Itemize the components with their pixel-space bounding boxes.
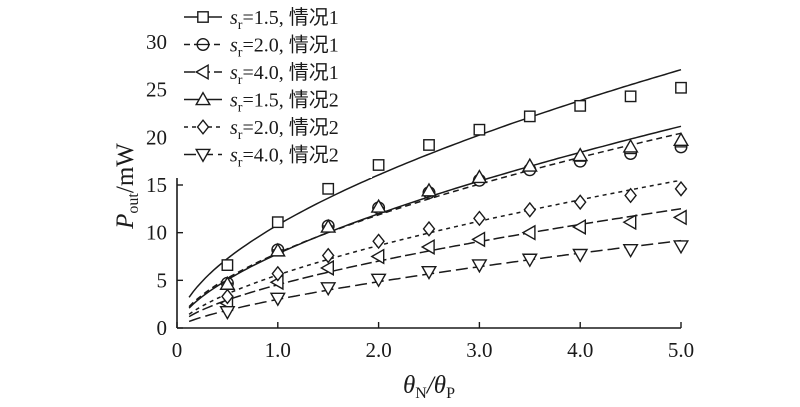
data-point [322, 182, 335, 195]
data-point [370, 248, 385, 265]
data-point [422, 220, 436, 237]
legend-entry-4: sr=1.5, 情况2 [184, 89, 339, 116]
legend-entry-5: sr=2.0, 情况2 [184, 116, 339, 143]
series-layer [188, 68, 690, 323]
ticks: 0 1.0 2.0 3.0 4.0 5.0 0 5 10 15 20 25 30 [146, 30, 694, 362]
series-1 [188, 68, 687, 298]
data-point [471, 259, 488, 274]
series-4 [188, 125, 690, 309]
data-point [624, 90, 637, 103]
data-point [221, 288, 234, 305]
series-line [188, 179, 682, 315]
data-point [471, 231, 486, 248]
data-point [420, 182, 438, 197]
data-point [473, 123, 486, 136]
data-point [372, 159, 385, 171]
series-3 [188, 208, 687, 318]
legend-label: sr=1.5, 情况2 [230, 89, 339, 116]
x-tick-label: 0 [172, 338, 183, 362]
data-point [672, 131, 690, 146]
data-point [320, 218, 337, 233]
x-tick-label: 1.0 [265, 338, 291, 362]
data-point [269, 242, 286, 257]
series-6 [188, 239, 690, 323]
data-point [471, 169, 488, 184]
legend-label: sr=1.5, 情况1 [230, 6, 339, 33]
data-point [370, 198, 387, 213]
x-tick-label: 3.0 [466, 338, 492, 362]
series-line [188, 239, 682, 323]
data-point [521, 253, 538, 268]
x-tick-label: 4.0 [567, 338, 593, 362]
y-axis-title: Pout/mW [112, 143, 142, 230]
data-point [571, 218, 586, 235]
legend-label: sr=4.0, 情况1 [230, 61, 339, 88]
data-point [521, 224, 536, 241]
y-tick-label: 30 [146, 30, 167, 54]
data-point [572, 248, 589, 263]
y-tick-label: 10 [146, 221, 167, 245]
data-point [672, 209, 687, 226]
x-axis-title: θN/θP [403, 372, 455, 402]
data-point [320, 282, 337, 297]
legend-marker [194, 63, 209, 81]
legend-entry-6: sr=4.0, 情况2 [184, 144, 339, 171]
data-point [420, 265, 438, 280]
data-point [572, 147, 589, 162]
legend-label: sr=2.0, 情况1 [230, 34, 339, 61]
y-tick-label: 25 [146, 78, 167, 102]
y-tick-label: 5 [157, 268, 168, 292]
data-point [521, 157, 538, 172]
data-point [319, 259, 334, 276]
x-tick-label: 2.0 [365, 338, 391, 362]
data-point [321, 247, 335, 264]
data-point [420, 238, 435, 255]
legend-background [176, 2, 372, 178]
y-tick-label: 15 [146, 173, 167, 197]
data-point [675, 81, 687, 94]
data-point [574, 99, 587, 112]
data-point [523, 110, 536, 123]
y-tick-label: 0 [157, 316, 168, 340]
data-point [622, 138, 639, 153]
legend-marker [196, 119, 210, 135]
data-point [423, 139, 435, 151]
data-point [271, 265, 285, 282]
data-point [674, 180, 688, 197]
x-tick-label: 5.0 [668, 338, 694, 362]
legend-marker [197, 11, 209, 23]
series-line [188, 68, 682, 298]
data-point [672, 240, 690, 255]
data-point [372, 233, 385, 250]
data-point [269, 292, 286, 307]
data-point [622, 214, 637, 231]
data-point [523, 201, 537, 218]
data-point [573, 194, 587, 211]
data-point [219, 305, 236, 321]
series-line [188, 132, 682, 308]
legend-marker [194, 91, 212, 106]
series-5 [188, 179, 688, 315]
data-point [221, 259, 234, 271]
legend-marker [194, 148, 212, 163]
data-point [624, 187, 637, 204]
data-point [473, 210, 486, 227]
legend-entry-1: sr=1.5, 情况1 [184, 6, 339, 33]
legend-marker [196, 38, 210, 52]
data-point [370, 273, 387, 288]
data-point [271, 216, 284, 229]
series-line [188, 208, 682, 318]
legend-label: sr=4.0, 情况2 [230, 144, 339, 171]
legend-entry-3: sr=4.0, 情况1 [184, 61, 339, 88]
legend-entry-2: sr=2.0, 情况1 [184, 34, 339, 61]
y-tick-label: 20 [146, 125, 167, 149]
data-point [622, 244, 639, 259]
legend-label: sr=2.0, 情况2 [230, 116, 339, 143]
